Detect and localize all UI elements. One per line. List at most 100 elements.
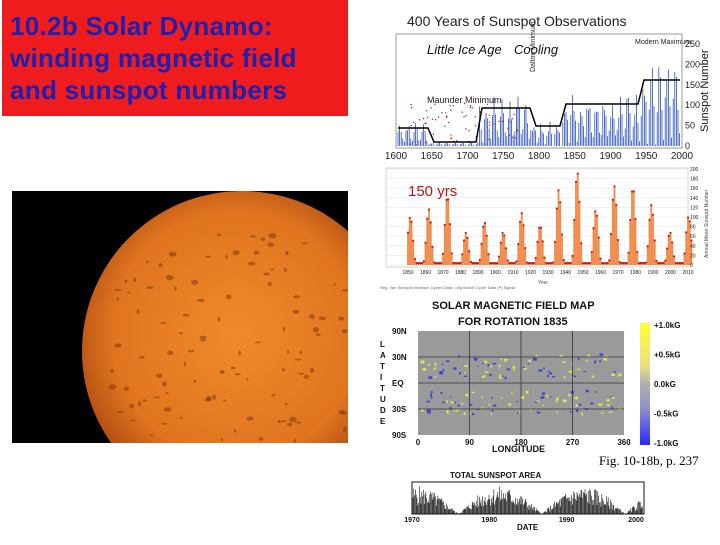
x-tick-label: 1920 <box>525 270 536 276</box>
sun-disk <box>82 191 348 443</box>
x-tick-label: 2010 <box>682 270 693 276</box>
x-tick-label: 1950 <box>577 270 588 276</box>
latitude-letter: L <box>380 340 385 349</box>
source-label: Reg. Van Sunspot Minimum Cycles Data, Le… <box>380 285 515 290</box>
lat-tick-label: 30N <box>392 353 407 362</box>
x-tick-label: 1900 <box>599 151 622 162</box>
lat-tick-label: 30S <box>392 405 407 414</box>
x-tick-label: 1650 <box>421 151 444 162</box>
latitude-letter: E <box>380 417 386 426</box>
y-ticks: 0 20 40 60 80 100 120 140 160 180 200 <box>690 167 699 269</box>
map-subtitle: FOR ROTATION 1835 <box>458 316 568 328</box>
lat-tick-label: 90S <box>392 431 407 440</box>
color-scale <box>640 323 650 445</box>
lon-tick-label: 90 <box>465 438 474 447</box>
area-x-tick-label: 1980 <box>482 517 498 524</box>
x-tick-label: 1870 <box>437 270 448 276</box>
dalton-label: Dalton Minimum <box>530 21 537 72</box>
x-tick-label: 1980 <box>630 270 641 276</box>
scale-label: +1.0kG <box>654 321 680 330</box>
x-tick-label: 1800 <box>528 151 551 162</box>
y-axis-label: Sunspot Number <box>699 49 711 132</box>
y-tick-label: 20 <box>690 253 696 259</box>
y-tick-label: 0 <box>690 263 693 269</box>
map-title: SOLAR MAGNETIC FIELD MAP <box>432 300 595 312</box>
y-tick-label: 150 <box>685 80 700 90</box>
map-x-label: LONGITUDE <box>492 444 545 453</box>
x-tick-label: 1880 <box>455 270 466 276</box>
y-tick-label: 60 <box>690 234 696 240</box>
sunspot-400yr-chart: 400 Years of Sunspot Observations Little… <box>373 12 715 162</box>
y-tick-label: 180 <box>690 177 699 183</box>
little-ice-age-label: Little Ice Age <box>427 42 502 57</box>
maunder-label: Maunder Minimum <box>427 95 502 105</box>
x-tick-label: 1700 <box>456 151 479 162</box>
y-tick-label: 200 <box>685 59 700 69</box>
y-tick-label: 80 <box>690 225 696 231</box>
area-x-tick-label: 2000 <box>628 517 644 524</box>
lon-tick-label: 270 <box>566 438 580 447</box>
total-sunspot-area-chart: TOTAL SUNSPOT AREA 1970 1980 1990 2000 DATE <box>400 468 658 540</box>
y-ticks: 0 50 100 150 200 250 <box>685 39 700 151</box>
scale-labels: +1.0kG +0.5kG 0.0kG -0.5kG -1.0kG <box>654 321 680 448</box>
slide-title: 10.2b Solar Dynamo: winding magnetic fie… <box>2 0 348 116</box>
x-tick-label: 1960 <box>595 270 606 276</box>
x-tick-label: 2000 <box>671 151 694 162</box>
lon-tick-label: 0 <box>416 438 421 447</box>
y-tick-label: 40 <box>690 244 696 250</box>
y-tick-label: 100 <box>690 215 699 221</box>
x-tick-label: 1900 <box>490 270 501 276</box>
x-axis-label: Year <box>538 280 548 286</box>
area-x-tick-label: 1990 <box>559 517 575 524</box>
latitude-letter: D <box>380 406 386 415</box>
area-title: TOTAL SUNSPOT AREA <box>450 471 541 480</box>
lon-tick-label: 360 <box>617 438 631 447</box>
x-tick-label: 1930 <box>542 270 553 276</box>
span-label: 150 yrs <box>408 183 457 200</box>
x-tick-label: 1750 <box>492 151 515 162</box>
x-ticks: 1600 1650 1700 1750 1800 1850 1900 1950 2000 <box>385 151 694 162</box>
lat-tick-label: EQ <box>392 379 404 388</box>
x-tick-label: 1950 <box>635 151 658 162</box>
x-tick-label: 1850 <box>402 270 413 276</box>
x-tick-label: 2000 <box>665 270 676 276</box>
modern-label: Modern Maximum <box>635 39 691 46</box>
map-y-ticks: 90N 30N EQ 30S 90S <box>392 327 407 440</box>
y-tick-label: 200 <box>690 167 699 173</box>
y-tick-label: 120 <box>690 205 699 211</box>
latitude-letter: I <box>380 373 382 382</box>
title-box: 10.2b Solar Dynamo: winding magnetic fie… <box>2 0 348 116</box>
x-tick-label: 1990 <box>647 270 658 276</box>
latitude-letter: U <box>380 395 386 404</box>
y-tick-label: 100 <box>685 100 700 110</box>
y-tick-label: 50 <box>685 121 695 131</box>
y-tick-label: 140 <box>690 196 699 202</box>
area-x-tick-label: 1970 <box>404 517 420 524</box>
latitude-letter: A <box>380 351 386 360</box>
x-tick-label: 1600 <box>385 151 408 162</box>
x-tick-label: 1970 <box>612 270 623 276</box>
x-tick-label: 1910 <box>507 270 518 276</box>
y-tick-label: 250 <box>685 39 700 49</box>
y-tick-label: 160 <box>690 186 699 192</box>
latitude-letter: T <box>380 362 385 371</box>
scale-label: -1.0kG <box>654 439 678 448</box>
scale-label: -0.5kG <box>654 410 678 419</box>
scale-label: +0.5kG <box>654 351 680 360</box>
sun-photo <box>12 191 348 443</box>
x-tick-label: 1860 <box>420 270 431 276</box>
x-tick-label: 1850 <box>564 151 587 162</box>
latitude-letter: T <box>380 384 385 393</box>
area-x-label: DATE <box>517 523 539 532</box>
y-axis-label: Annual Mean Sunspot Number <box>704 189 710 258</box>
scale-label: 0.0kG <box>654 380 676 389</box>
lat-tick-label: 90N <box>392 327 407 336</box>
x-tick-label: 1940 <box>560 270 571 276</box>
sunspot-150yr-chart: 150 yrs 1850 1860 1870 1880 1890 1900 1910 1920… <box>378 166 714 290</box>
figure-caption: Fig. 10-18b, p. 237 <box>599 453 699 469</box>
x-tick-label: 1890 <box>472 270 483 276</box>
chart-title: 400 Years of Sunspot Observations <box>407 13 626 29</box>
y-tick-label: 0 <box>685 141 690 151</box>
x-ticks: 1850 1860 1870 1880 1890 1900 1910 1920 1930 1940… <box>402 270 693 276</box>
